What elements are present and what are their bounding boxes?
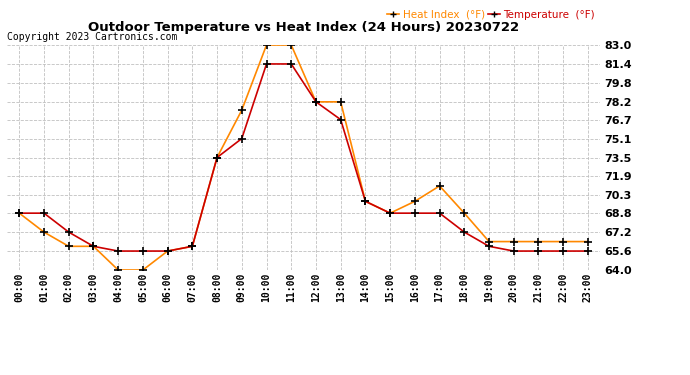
Temperature  (°F) [337,117,345,122]
Temperature  (°F) [534,249,542,253]
Heat Index  (°F) [262,43,270,47]
Temperature  (°F) [164,249,172,253]
Temperature  (°F) [435,211,444,215]
Heat Index  (°F) [188,244,197,249]
Heat Index  (°F) [411,199,419,204]
Text: Outdoor Temperature vs Heat Index (24 Hours) 20230722: Outdoor Temperature vs Heat Index (24 Ho… [88,21,519,34]
Heat Index  (°F) [139,268,147,272]
Heat Index  (°F) [460,211,469,215]
Line: Heat Index  (°F): Heat Index (°F) [15,41,592,274]
Heat Index  (°F) [362,199,370,204]
Temperature  (°F) [559,249,567,253]
Temperature  (°F) [65,230,73,234]
Heat Index  (°F) [386,211,394,215]
Heat Index  (°F) [65,244,73,249]
Temperature  (°F) [188,244,197,249]
Heat Index  (°F) [287,43,295,47]
Heat Index  (°F) [559,239,567,244]
Heat Index  (°F) [237,108,246,112]
Heat Index  (°F) [510,239,518,244]
Text: Copyright 2023 Cartronics.com: Copyright 2023 Cartronics.com [7,32,177,42]
Temperature  (°F) [89,244,97,249]
Temperature  (°F) [510,249,518,253]
Temperature  (°F) [584,249,592,253]
Heat Index  (°F) [485,239,493,244]
Temperature  (°F) [15,211,23,215]
Temperature  (°F) [114,249,122,253]
Temperature  (°F) [485,244,493,249]
Heat Index  (°F) [534,239,542,244]
Temperature  (°F) [237,136,246,141]
Temperature  (°F) [213,155,221,160]
Heat Index  (°F) [15,211,23,215]
Temperature  (°F) [362,199,370,204]
Heat Index  (°F) [213,155,221,160]
Temperature  (°F) [40,211,48,215]
Temperature  (°F) [411,211,419,215]
Line: Temperature  (°F): Temperature (°F) [15,60,592,255]
Heat Index  (°F) [435,184,444,188]
Heat Index  (°F) [312,100,320,104]
Heat Index  (°F) [164,249,172,253]
Heat Index  (°F) [40,230,48,234]
Temperature  (°F) [287,62,295,66]
Temperature  (°F) [262,62,270,66]
Temperature  (°F) [312,100,320,104]
Heat Index  (°F) [337,100,345,104]
Temperature  (°F) [460,230,469,234]
Temperature  (°F) [386,211,394,215]
Heat Index  (°F) [89,244,97,249]
Legend: Heat Index  (°F), Temperature  (°F): Heat Index (°F), Temperature (°F) [387,10,595,20]
Heat Index  (°F) [114,268,122,272]
Heat Index  (°F) [584,239,592,244]
Temperature  (°F) [139,249,147,253]
